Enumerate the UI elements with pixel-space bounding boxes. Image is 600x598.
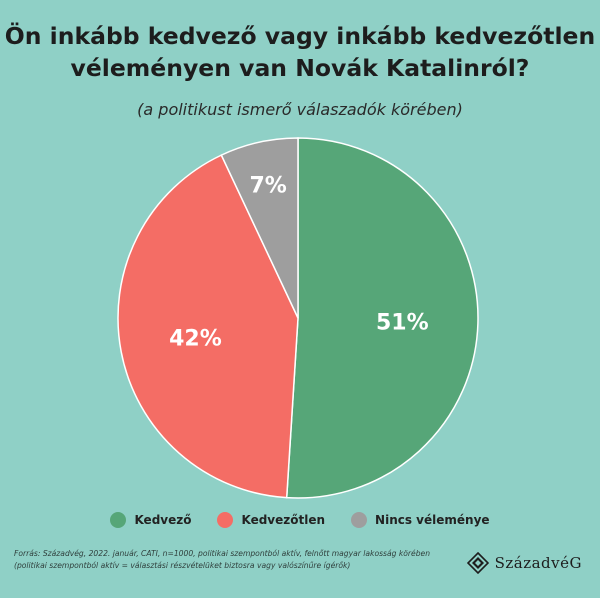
slice-label-3: 7% [249,173,286,198]
diamond-logo-icon [466,552,489,574]
brand-logo: SzázadvéG [466,552,582,574]
title-line-2: véleményen van Novák Katalinról? [70,54,530,82]
legend-label-2: Kedvezőtlen [241,513,326,527]
legend-swatch-3 [351,512,368,528]
title-line-1: Ön inkább kedvező vagy inkább kedvezőtle… [4,22,596,50]
chart-subtitle: (a politikust ismerő válaszadók körében) [137,100,463,119]
pie-slice-3 [220,137,299,319]
legend-item-1: Kedvező [110,512,191,528]
source-note: Forrás: Századvég, 2022. január, CATI, n… [14,548,454,572]
pie-slice-2 [117,154,299,499]
legend-swatch-2 [217,512,234,528]
source-note-line-1: Forrás: Századvég, 2022. január, CATI, n… [14,549,431,558]
legend-swatch-1 [110,512,127,528]
legend-item-2: Kedvezőtlen [217,512,325,528]
chart-title: Ön inkább kedvező vagy inkább kedvezőtle… [0,20,600,84]
legend-label-1: Kedvező [134,513,192,527]
slice-label-2: 42% [169,327,222,352]
legend-item-3: Nincs véleménye [351,512,490,528]
source-note-line-2: (politikai szempontból aktív = választás… [14,561,351,570]
legend: Kedvező Kedvezőtlen Nincs véleménye [0,512,600,528]
pie-slice-1 [285,137,479,499]
brand-name: SzázadvéG [494,554,582,572]
slice-label-1: 51% [376,310,429,335]
legend-label-3: Nincs véleménye [375,513,490,527]
